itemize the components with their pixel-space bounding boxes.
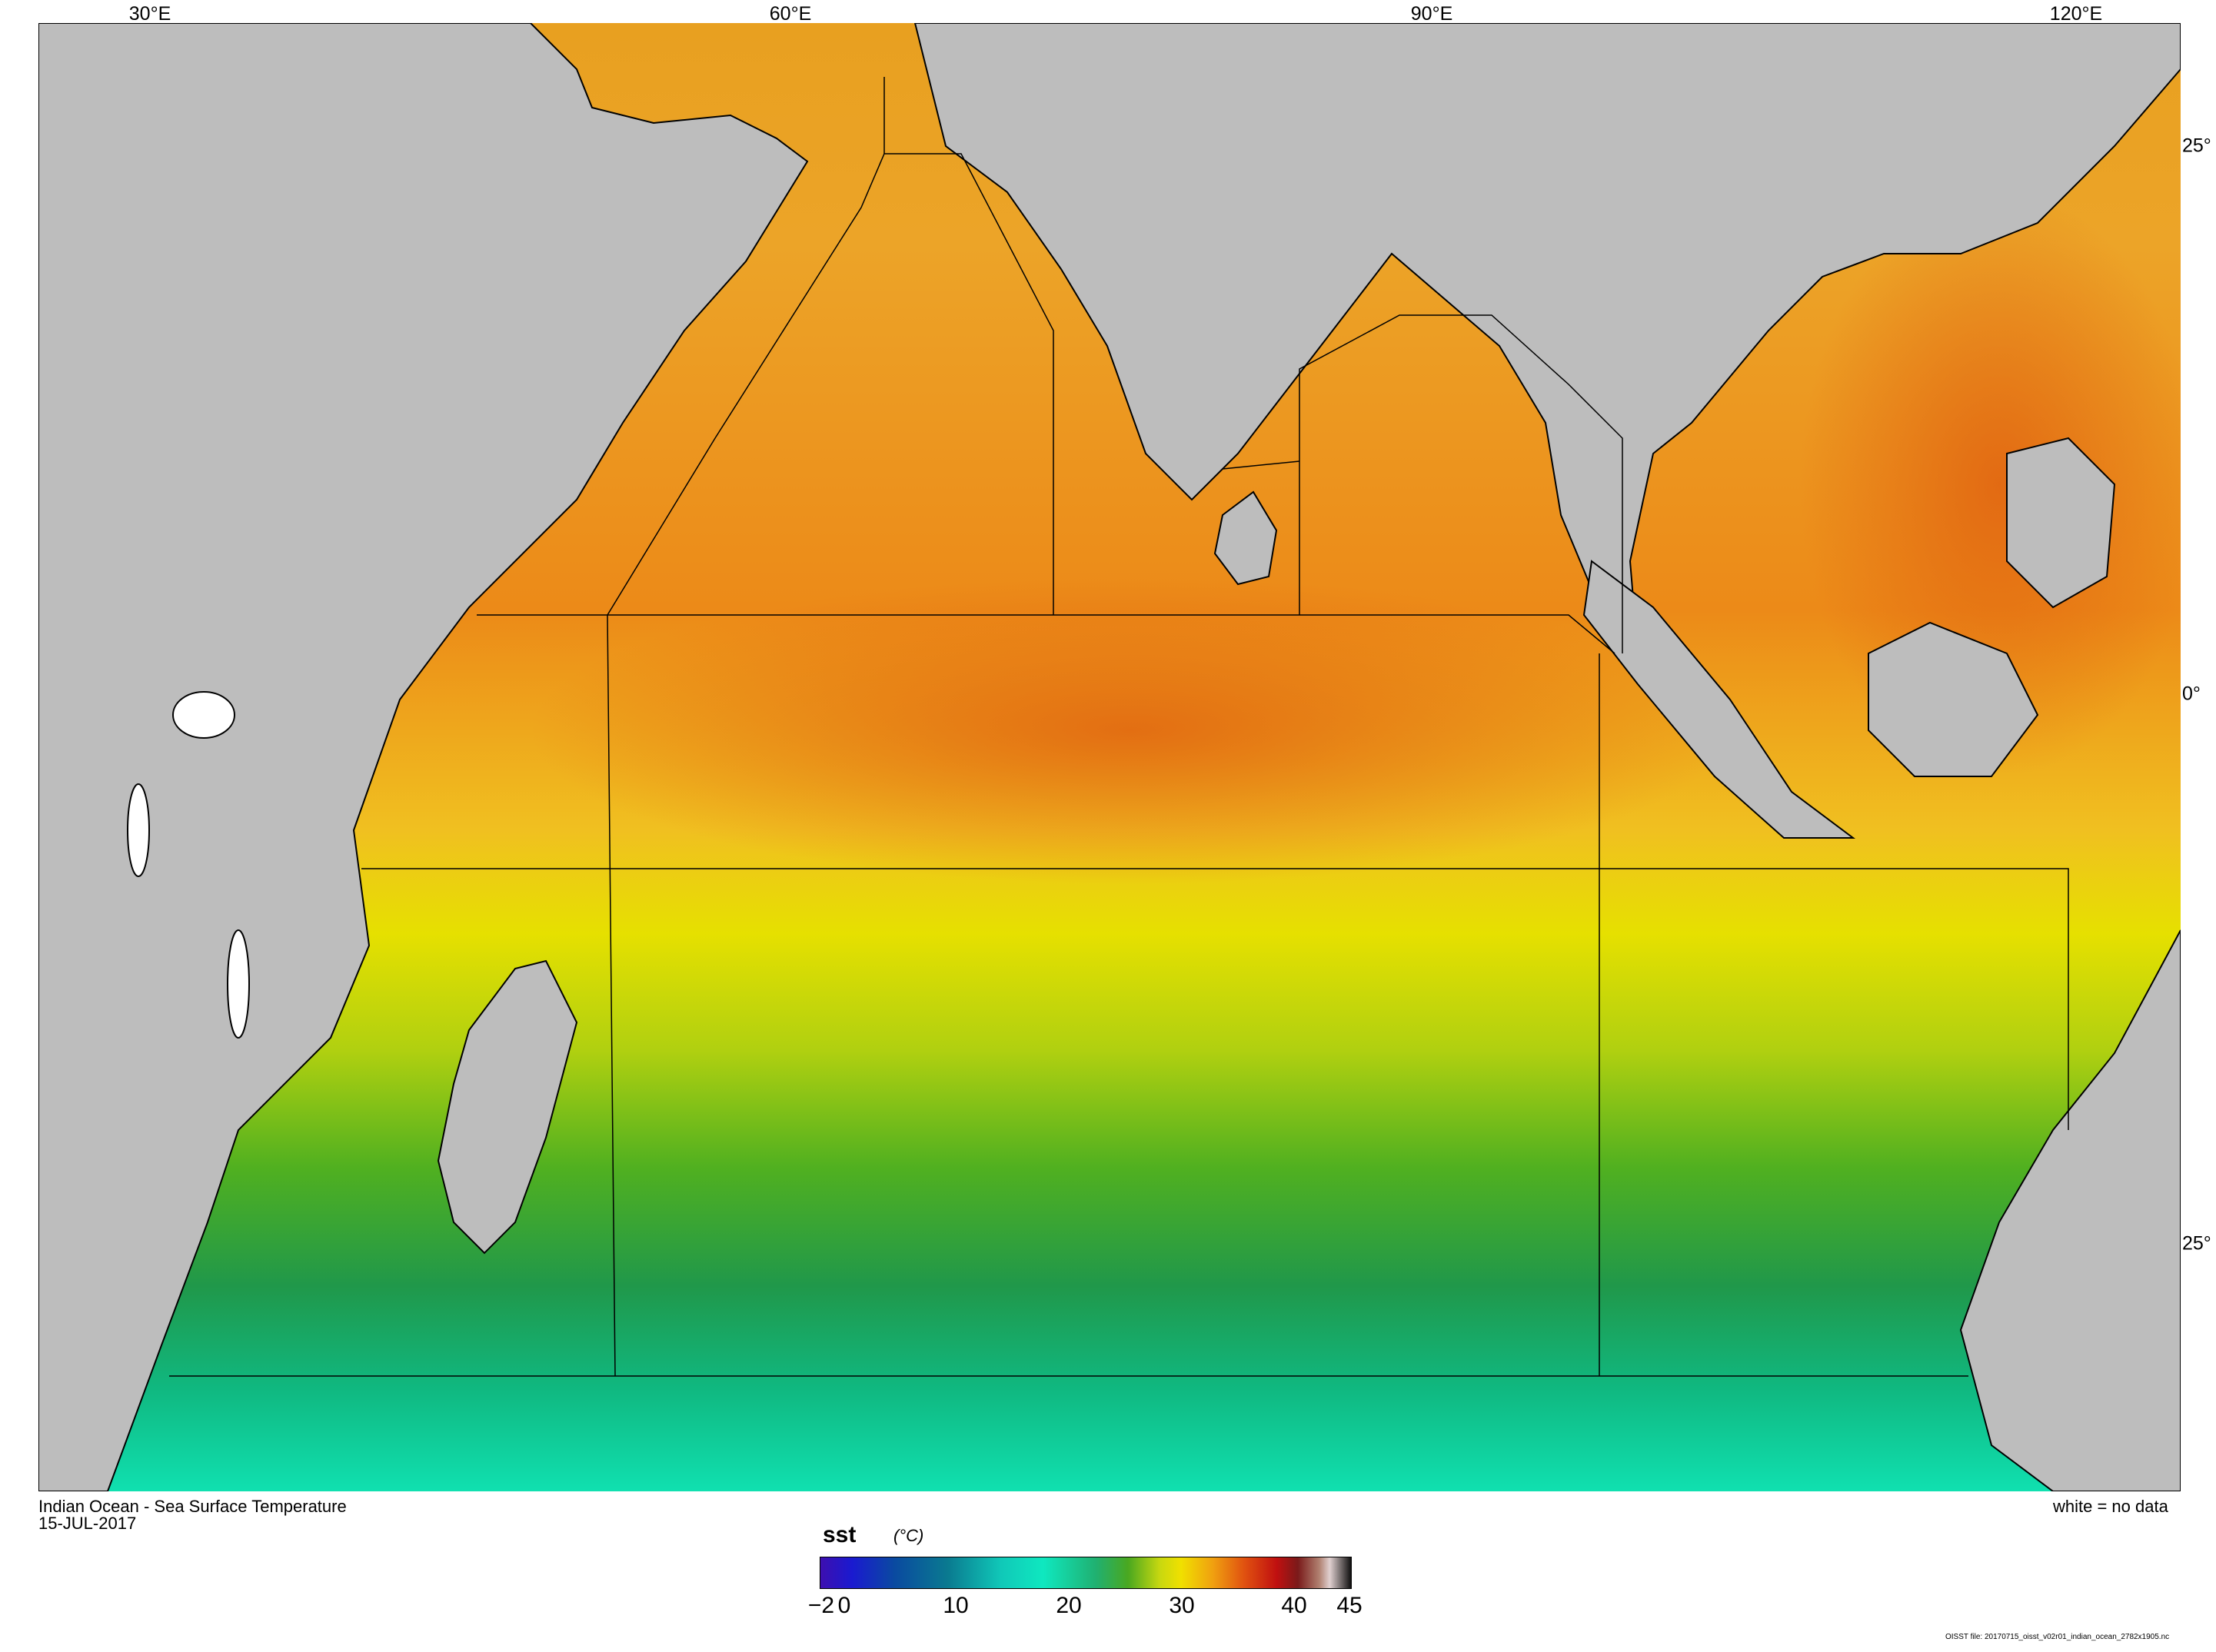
colorbar-tick-30: 30	[1169, 1593, 1195, 1618]
lon-label-60e: 60°E	[769, 3, 812, 25]
lat-label-25s: 25°	[2182, 1232, 2211, 1255]
colorbar-tick-10: 10	[943, 1593, 969, 1618]
colorbar-unit: (°C)	[893, 1526, 924, 1545]
map-title: Indian Ocean - Sea Surface Temperature	[38, 1497, 347, 1516]
colorbar-tick-minus2: −2	[807, 1593, 835, 1618]
colorbar	[820, 1557, 1352, 1589]
colorbar-tick-40: 40	[1281, 1593, 1307, 1618]
region-boxes	[169, 77, 2069, 1377]
sst-map	[38, 23, 2181, 1491]
colorbar-variable: sst	[823, 1522, 857, 1547]
colorbar-tick-20: 20	[1056, 1593, 1082, 1618]
colorbar-tick-45: 45	[1336, 1593, 1363, 1618]
islands	[127, 691, 250, 1039]
no-data-note: white = no data	[2053, 1497, 2168, 1516]
file-note: OISST file: 20170715_oisst_v02r01_indian…	[1945, 1633, 2170, 1641]
colorbar-tick-0: 0	[837, 1593, 851, 1618]
land	[38, 23, 2181, 1491]
lat-label-25n: 25°	[2182, 135, 2211, 157]
lon-label-30e: 30°E	[128, 3, 171, 25]
map-date: 15-JUL-2017	[38, 1514, 137, 1533]
lat-label-equator: 0°	[2182, 683, 2201, 705]
lon-label-120e: 120°E	[2049, 3, 2103, 25]
lon-label-90e: 90°E	[1410, 3, 1453, 25]
